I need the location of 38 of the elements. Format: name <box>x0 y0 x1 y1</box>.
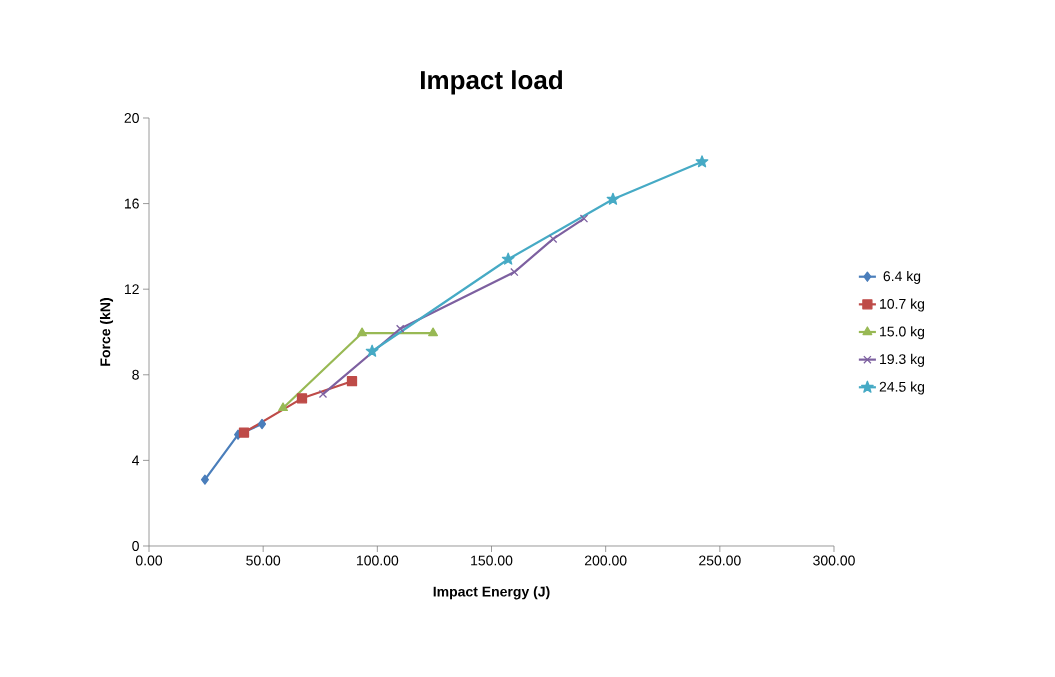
x-tick-label: 100.00 <box>357 555 399 566</box>
x-tick-label: 200.00 <box>584 555 627 566</box>
x-tick-label: 300.00 <box>813 555 855 566</box>
legend-label: 6.4 kg <box>883 270 921 284</box>
y-tick-label: 20 <box>124 113 139 123</box>
y-axis-title: Force (kN) <box>99 298 114 366</box>
point <box>510 267 519 277</box>
point <box>395 324 405 333</box>
legend-label: 24.5 kg <box>879 381 925 395</box>
x-axis-title: Impact Energy (J) <box>433 586 550 600</box>
legend-label: 10.7 kg <box>880 298 925 312</box>
point <box>200 474 209 485</box>
point <box>365 344 379 357</box>
point <box>238 427 250 438</box>
point <box>258 418 267 430</box>
x-tick-label: 250.00 <box>699 555 741 566</box>
point <box>346 376 358 387</box>
x-tick-label: 50.00 <box>246 555 281 566</box>
point <box>695 155 709 168</box>
point <box>318 389 328 399</box>
x-tick-label: 150.00 <box>471 555 513 566</box>
point <box>501 252 515 265</box>
x-tick-label: 0.00 <box>135 555 163 566</box>
y-tick-label: 8 <box>132 369 139 380</box>
point <box>296 393 308 404</box>
point <box>606 192 620 205</box>
point <box>357 327 368 337</box>
y-tick-label: 12 <box>124 284 139 295</box>
y-tick-label: 16 <box>124 198 139 209</box>
chart-title: Impact load <box>421 70 562 95</box>
point <box>548 234 558 244</box>
legend-label: 19.3 kg <box>880 353 925 367</box>
legend-label: 15.0 kg <box>880 326 925 340</box>
y-tick-label: 0 <box>132 541 139 551</box>
point <box>579 214 589 223</box>
point <box>278 402 289 412</box>
y-tick-label: 4 <box>132 455 140 466</box>
point <box>428 327 439 337</box>
